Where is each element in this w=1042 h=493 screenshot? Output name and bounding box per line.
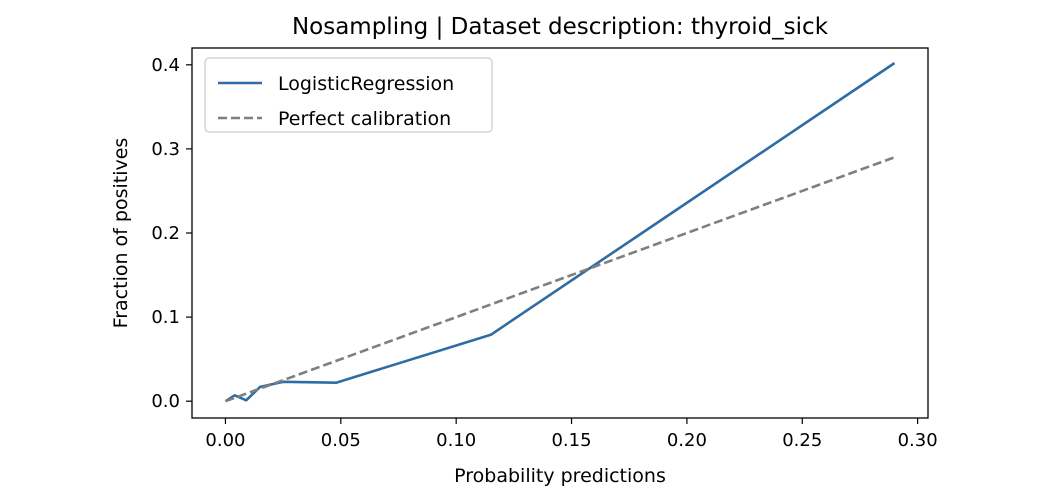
legend-label: LogisticRegression bbox=[278, 73, 454, 95]
x-tick-label: 0.15 bbox=[551, 430, 591, 451]
y-axis-ticks: 0.0 0.1 0.2 0.3 0.4 bbox=[151, 55, 192, 412]
legend-box bbox=[204, 57, 493, 133]
x-axis-title: Probability predictions bbox=[454, 465, 666, 487]
series-line-logistic-regression bbox=[224, 62, 896, 403]
x-tick-label: 0.25 bbox=[782, 430, 822, 451]
y-tick-label: 0.4 bbox=[151, 55, 180, 76]
x-tick-label: 0.05 bbox=[321, 430, 361, 451]
x-tick-label: 0.10 bbox=[436, 430, 476, 451]
legend-label: Perfect calibration bbox=[278, 108, 451, 130]
y-tick-label: 0.0 bbox=[151, 391, 180, 412]
y-tick-label: 0.2 bbox=[151, 223, 180, 244]
y-axis-title: Fraction of positives bbox=[110, 138, 132, 329]
series-line-perfect-calibration bbox=[225, 156, 895, 403]
y-tick-label: 0.3 bbox=[151, 139, 180, 160]
legend: LogisticRegression Perfect calibration bbox=[204, 57, 493, 133]
chart-title: Nosampling | Dataset description: thyroi… bbox=[292, 14, 829, 40]
y-tick-label: 0.1 bbox=[151, 307, 180, 328]
x-tick-label: 0.30 bbox=[898, 430, 938, 451]
x-tick-label: 0.00 bbox=[205, 430, 245, 451]
x-tick-label: 0.20 bbox=[667, 430, 707, 451]
x-axis-ticks: 0.00 0.05 0.10 0.15 0.20 0.25 0.30 bbox=[205, 418, 938, 451]
